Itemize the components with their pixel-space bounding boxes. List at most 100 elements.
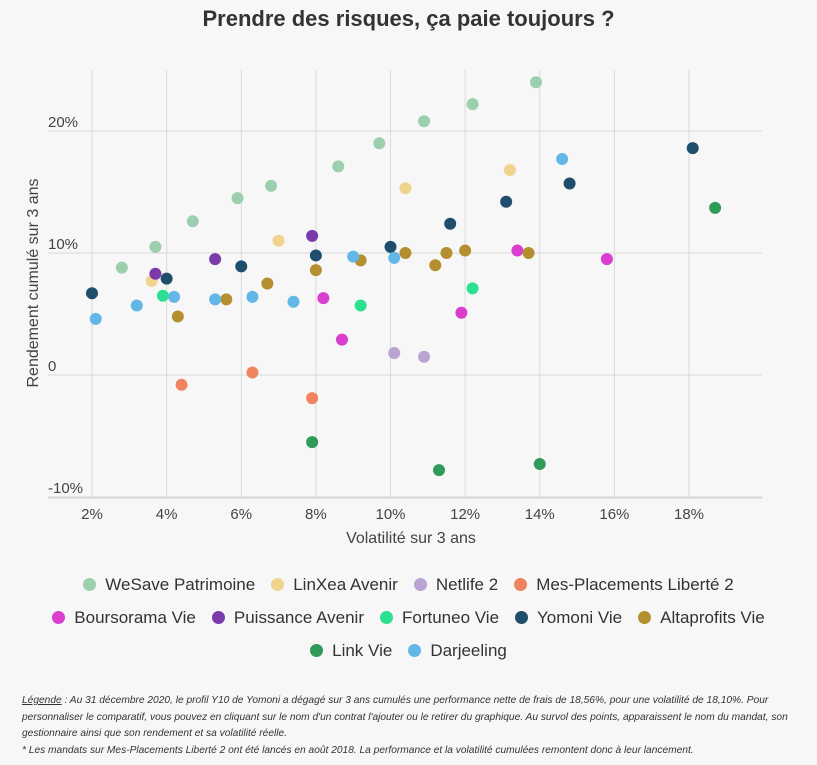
data-point-yomoni-vie[interactable] (160, 272, 173, 285)
legend-label: Link Vie (332, 640, 393, 660)
legend-item[interactable]: Yomoni Vie (515, 608, 622, 628)
data-point-wesave-patrimoine[interactable] (231, 192, 244, 205)
footnote-line-2: * Les mandats sur Mes-Placements Liberté… (22, 744, 694, 756)
data-point-mes-placements-liberte-2[interactable] (306, 392, 319, 405)
data-point-mes-placements-liberte-2[interactable] (246, 366, 259, 379)
data-point-darjeeling[interactable] (130, 299, 143, 312)
data-point-linxea-avenir[interactable] (272, 234, 285, 247)
chart-legend: WeSave Patrimoine LinXea Avenir Netlife 2 M… (0, 568, 817, 667)
legend-dot-icon (514, 578, 528, 591)
data-point-boursorama-vie[interactable] (600, 253, 613, 266)
data-point-puissance-avenir[interactable] (149, 267, 162, 280)
data-point-puissance-avenir[interactable] (306, 229, 319, 242)
data-point-fortuneo-vie[interactable] (354, 299, 367, 312)
scatter-plot: 2% 4% 6% 8% 10% 12% 14% 16% 18% -10% 0 10% 20% Volat… (25, 70, 762, 547)
data-point-yomoni-vie[interactable] (500, 195, 513, 208)
x-tick-label: 12% (450, 506, 480, 523)
legend-item[interactable]: Link Vie (310, 641, 392, 661)
data-point-wesave-patrimoine[interactable] (115, 261, 128, 274)
data-point-linxea-avenir[interactable] (399, 182, 412, 195)
data-point-link-vie[interactable] (709, 201, 722, 214)
data-point-wesave-patrimoine[interactable] (186, 215, 199, 228)
data-point-wesave-patrimoine[interactable] (418, 115, 431, 128)
data-point-yomoni-vie[interactable] (384, 240, 397, 253)
data-point-link-vie[interactable] (433, 464, 446, 477)
legend-label: Altaprofits Vie (660, 607, 765, 627)
footnote-paragraph: Légende : Au 31 décembre 2020, le profil… (22, 693, 812, 743)
data-point-darjeeling[interactable] (209, 293, 222, 306)
data-point-wesave-patrimoine[interactable] (530, 76, 543, 89)
x-tick-label: 8% (305, 506, 327, 523)
data-point-darjeeling[interactable] (168, 290, 181, 303)
legend-dot-icon (413, 578, 427, 591)
x-tick-label: 10% (375, 506, 405, 523)
y-axis-label: Rendement cumulé sur 3 ans (25, 179, 42, 388)
data-point-altaprofits-vie[interactable] (399, 247, 412, 259)
data-point-netlife-2[interactable] (388, 347, 401, 360)
data-point-link-vie[interactable] (533, 458, 546, 471)
data-point-darjeeling[interactable] (347, 250, 360, 263)
data-point-darjeeling[interactable] (388, 251, 401, 264)
data-point-wesave-patrimoine[interactable] (332, 160, 345, 173)
legend-item[interactable]: Mes-Placements Liberté 2 (514, 574, 734, 595)
data-point-altaprofits-vie[interactable] (261, 277, 274, 290)
data-point-altaprofits-vie[interactable] (459, 244, 472, 257)
data-point-darjeeling[interactable] (89, 312, 102, 325)
data-point-darjeeling[interactable] (556, 153, 569, 166)
data-point-altaprofits-vie[interactable] (440, 247, 453, 259)
data-point-wesave-patrimoine[interactable] (466, 98, 479, 111)
legend-label: Puissance Avenir (233, 607, 364, 627)
data-point-fortuneo-vie[interactable] (466, 282, 479, 295)
data-point-link-vie[interactable] (306, 436, 319, 449)
y-tick-label: -10% (48, 480, 83, 497)
legend-label: Yomoni Vie (537, 607, 623, 627)
data-point-yomoni-vie[interactable] (235, 260, 248, 273)
data-point-yomoni-vie[interactable] (309, 249, 322, 262)
legend-label: LinXea Avenir (293, 574, 398, 594)
data-point-boursorama-vie[interactable] (335, 333, 348, 346)
legend-item[interactable]: LinXea Avenir (271, 575, 398, 595)
legend-item[interactable]: WeSave Patrimoine (83, 575, 255, 595)
legend-row: Link Vie Darjeeling (0, 634, 817, 667)
legend-item[interactable]: Boursorama Vie (52, 608, 196, 628)
data-point-yomoni-vie[interactable] (86, 287, 98, 300)
x-axis-label: Volatilité sur 3 ans (346, 530, 476, 547)
data-point-altaprofits-vie[interactable] (309, 264, 322, 277)
data-point-boursorama-vie[interactable] (455, 306, 468, 319)
data-point-linxea-avenir[interactable] (503, 164, 516, 177)
data-point-fortuneo-vie[interactable] (156, 289, 169, 302)
legend-label: Mes-Placements Liberté 2 (536, 574, 734, 594)
data-point-wesave-patrimoine[interactable] (265, 179, 278, 192)
footnote: Légende : Au 31 décembre 2020, le profil… (22, 693, 812, 759)
legend-item[interactable]: Fortuneo Vie (380, 608, 499, 628)
y-tick-label: 0 (48, 358, 56, 375)
data-point-netlife-2[interactable] (418, 350, 431, 363)
legend-dot-icon (83, 578, 97, 591)
data-point-wesave-patrimoine[interactable] (149, 240, 162, 253)
data-point-darjeeling[interactable] (287, 295, 300, 308)
data-point-puissance-avenir[interactable] (209, 253, 222, 266)
legend-label: Darjeeling (430, 640, 507, 660)
data-point-boursorama-vie[interactable] (511, 244, 524, 257)
data-point-boursorama-vie[interactable] (317, 292, 330, 305)
data-point-yomoni-vie[interactable] (444, 217, 457, 230)
x-tick-label: 2% (81, 506, 103, 523)
x-tick-label: 4% (156, 506, 178, 523)
legend-item[interactable]: Netlife 2 (413, 574, 499, 595)
data-point-altaprofits-vie[interactable] (522, 247, 535, 259)
legend-label: Netlife 2 (435, 574, 499, 594)
data-point-yomoni-vie[interactable] (686, 142, 699, 155)
legend-item[interactable]: Puissance Avenir (211, 607, 364, 628)
data-point-altaprofits-vie[interactable] (220, 293, 233, 306)
data-point-darjeeling[interactable] (246, 290, 259, 303)
legend-item[interactable]: Altaprofits Vie (638, 608, 765, 628)
legend-item[interactable]: Darjeeling (408, 641, 507, 661)
x-tick-label: 16% (599, 506, 629, 523)
data-point-altaprofits-vie[interactable] (171, 310, 184, 323)
data-point-altaprofits-vie[interactable] (429, 259, 442, 272)
legend-label: WeSave Patrimoine (105, 574, 256, 594)
data-point-wesave-patrimoine[interactable] (373, 137, 386, 150)
data-point-mes-placements-liberte-2[interactable] (175, 378, 188, 391)
y-tick-label: 20% (48, 114, 78, 131)
data-point-yomoni-vie[interactable] (563, 177, 576, 190)
